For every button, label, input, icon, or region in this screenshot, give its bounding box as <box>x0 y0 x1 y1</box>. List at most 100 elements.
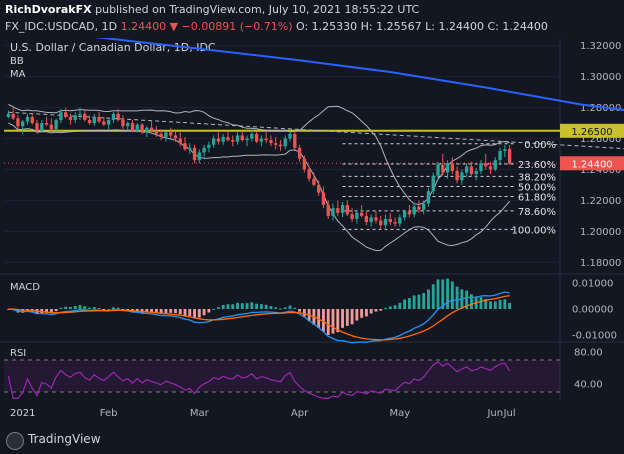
candle-body <box>445 163 450 173</box>
price-tick-label: 1.22000 <box>580 196 621 207</box>
symbol-label[interactable]: FX_IDC:USDCAD, 1D <box>5 20 118 33</box>
candle-body <box>326 205 330 216</box>
macd-histogram-bar <box>398 302 402 309</box>
candle-body <box>507 148 512 164</box>
candle-body <box>35 123 39 131</box>
macd-histogram-bar <box>350 309 354 325</box>
candle-body <box>422 203 426 210</box>
candle-body <box>235 135 240 142</box>
candle-body <box>135 124 139 131</box>
macd-histogram-bar <box>216 307 220 309</box>
candle-body <box>297 147 302 159</box>
candle-body <box>197 152 202 161</box>
close-label: C: 1.24400 <box>487 20 548 33</box>
candle-body <box>364 215 369 223</box>
x-tick-label: Apr <box>291 408 309 419</box>
candle-body <box>231 140 235 142</box>
macd-histogram-bar <box>135 309 139 312</box>
candle-body <box>316 184 321 193</box>
candle-body <box>78 113 82 116</box>
fibonacci-level-label: 78.60% <box>518 207 556 218</box>
macd-tick-label: -0.01000 <box>572 330 617 341</box>
candle-body <box>264 138 268 141</box>
x-tick-label: Jun <box>486 408 503 419</box>
candle-body <box>274 143 278 145</box>
candle-body <box>340 205 345 213</box>
candle-body <box>11 113 15 119</box>
fibonacci-level-label: 38.20% <box>518 172 556 183</box>
x-tick-label: Feb <box>100 408 118 419</box>
candle-body <box>450 163 455 172</box>
macd-histogram-bar <box>422 293 426 309</box>
candle-body <box>431 175 435 192</box>
candle-body <box>283 138 287 147</box>
candle-body <box>30 116 34 124</box>
price-tick-label: 1.28000 <box>580 103 621 114</box>
macd-histogram-bar <box>393 305 397 309</box>
macd-histogram-bar <box>508 302 512 309</box>
candle-body <box>240 135 244 141</box>
fibonacci-level-label: 23.60% <box>518 160 556 171</box>
macd-histogram-bar <box>240 303 244 309</box>
macd-histogram-bar <box>364 309 368 317</box>
x-tick-label: Jul <box>503 408 516 419</box>
candle-body <box>250 133 254 139</box>
candle-body <box>207 144 211 148</box>
candle-body <box>402 211 407 218</box>
macd-histogram-bar <box>379 309 383 311</box>
macd-histogram-bar <box>302 309 306 317</box>
footer: TradingView <box>0 426 624 454</box>
bollinger-upper <box>8 104 510 206</box>
macd-histogram-bar <box>73 305 77 309</box>
tradingview-logo-icon[interactable] <box>6 432 24 450</box>
macd-histogram-bar <box>274 307 278 309</box>
rsi-tick-label: 80.00 <box>574 348 603 359</box>
macd-histogram-bar <box>384 307 387 309</box>
macd-histogram-bar <box>202 309 206 316</box>
macd-histogram-bar <box>388 306 392 309</box>
author-name[interactable]: RichDvorakFX <box>5 3 92 16</box>
macd-histogram-bar <box>207 309 211 313</box>
candle-body <box>479 163 483 172</box>
macd-histogram-bar <box>126 309 130 310</box>
macd-histogram-bar <box>259 304 263 309</box>
candle-body <box>226 136 230 141</box>
macd-histogram-bar <box>78 305 82 309</box>
price-tick-label: 1.24000 <box>580 165 621 176</box>
macd-histogram-bar <box>45 309 49 313</box>
price-tick-label: 1.32000 <box>580 41 621 52</box>
macd-histogram-bar <box>484 298 488 309</box>
bollinger-lower <box>8 122 510 252</box>
macd-histogram-bar <box>436 279 440 309</box>
macd-histogram-bar <box>345 309 349 326</box>
candle-body <box>63 112 68 117</box>
macd-histogram-bar <box>88 307 91 309</box>
rsi-title: RSI <box>10 348 26 359</box>
macd-histogram-bar <box>150 309 154 313</box>
candle-body <box>73 115 77 120</box>
macd-histogram-bar <box>212 308 216 310</box>
candle-body <box>106 119 111 125</box>
macd-histogram-bar <box>264 304 268 309</box>
candle-body <box>407 211 412 215</box>
candle-body <box>503 149 507 151</box>
macd-histogram-bar <box>154 309 158 314</box>
candle-body <box>488 166 493 170</box>
tradingview-brand[interactable]: TradingView <box>28 432 101 446</box>
candle-body <box>412 206 416 215</box>
macd-histogram-bar <box>503 299 507 309</box>
candle-body <box>173 135 178 139</box>
signal-line <box>8 295 510 341</box>
candle-body <box>455 171 459 181</box>
candle-body <box>474 171 478 175</box>
candle-body <box>130 123 135 131</box>
price-chart[interactable]: 1.32000 1.30000 1.28000 1.26000 1.24000 1.220… <box>0 38 624 426</box>
candle-body <box>331 208 335 216</box>
macd-tick-label: 0.00000 <box>572 305 613 316</box>
macd-histogram-bar <box>331 309 335 334</box>
macd-histogram-bar <box>193 309 196 319</box>
macd-title: MACD <box>10 282 40 293</box>
macd-histogram-bar <box>59 307 63 309</box>
macd-histogram-bar <box>236 302 239 309</box>
candle-body <box>40 123 44 131</box>
